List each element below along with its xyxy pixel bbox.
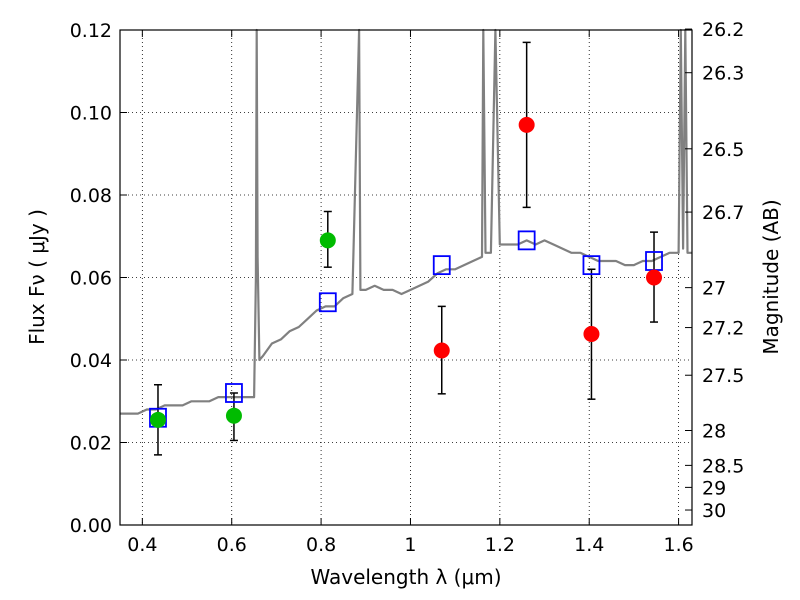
x-axis-ticks: 0.4 0.6 0.8 1 1.2 1.4 1.6 (127, 30, 694, 556)
x-axis-label: Wavelength λ (μm) (310, 565, 501, 589)
y-tick-label: 0.08 (70, 185, 112, 207)
magnitude-tick-label: 27.2 (702, 318, 744, 340)
x-tick-label: 1.2 (485, 534, 515, 556)
magnitude-tick-label: 26.2 (702, 19, 744, 41)
x-tick-label: 1 (404, 534, 416, 556)
magnitude-tick-label: 28.5 (702, 455, 744, 477)
y-tick-label: 0.04 (70, 350, 112, 372)
model-square-point (582, 255, 601, 276)
x-tick-label: 1.4 (574, 534, 604, 556)
spectrum-polyline (120, 28, 692, 415)
magnitude-tick-label: 30 (702, 500, 726, 522)
x-tick-label: 0.6 (217, 534, 247, 556)
y-tick-label: 0.10 (70, 103, 112, 125)
y-tick-label: 0.12 (70, 20, 112, 42)
y-tick-label: 0.00 (70, 515, 112, 537)
data-points (149, 116, 663, 428)
y-tick-label: 0.06 (70, 268, 112, 290)
y-tick-label: 0.02 (70, 433, 112, 455)
red-data-point (646, 269, 663, 286)
spectrum-line (120, 28, 692, 415)
error-bars (153, 41, 659, 456)
magnitude-tick-label: 27 (702, 278, 726, 300)
green-data-point (149, 411, 166, 428)
magnitude-tick-label: 27.5 (702, 365, 744, 387)
red-data-point (433, 342, 450, 359)
red-data-point (583, 326, 600, 343)
x-tick-label: 1.6 (663, 534, 693, 556)
x-tick-label: 0.4 (127, 534, 157, 556)
y2-axis-label: Magnitude (AB) (759, 199, 783, 354)
magnitude-tick-label: 26.7 (702, 202, 744, 224)
magnitude-tick-label: 26.5 (702, 139, 744, 161)
model-square-point (318, 292, 337, 313)
magnitude-tick-label: 26.3 (702, 63, 744, 85)
model-square-point (225, 383, 243, 403)
x-tick-label: 0.8 (306, 534, 336, 556)
plot-frame (119, 29, 693, 526)
magnitude-tick-label: 28 (702, 421, 726, 443)
y-axis-ticks: 0.00 0.02 0.04 0.06 0.08 0.10 0.12 (70, 20, 127, 537)
grid (120, 30, 692, 525)
green-data-point (319, 232, 336, 249)
red-data-point (518, 116, 535, 133)
y-axis-label: Flux Fν ( μJy ) (25, 209, 49, 345)
green-data-point (225, 407, 242, 424)
model-square-point (432, 255, 451, 276)
model-square-point (517, 230, 536, 251)
magnitude-tick-label: 29 (702, 477, 726, 499)
